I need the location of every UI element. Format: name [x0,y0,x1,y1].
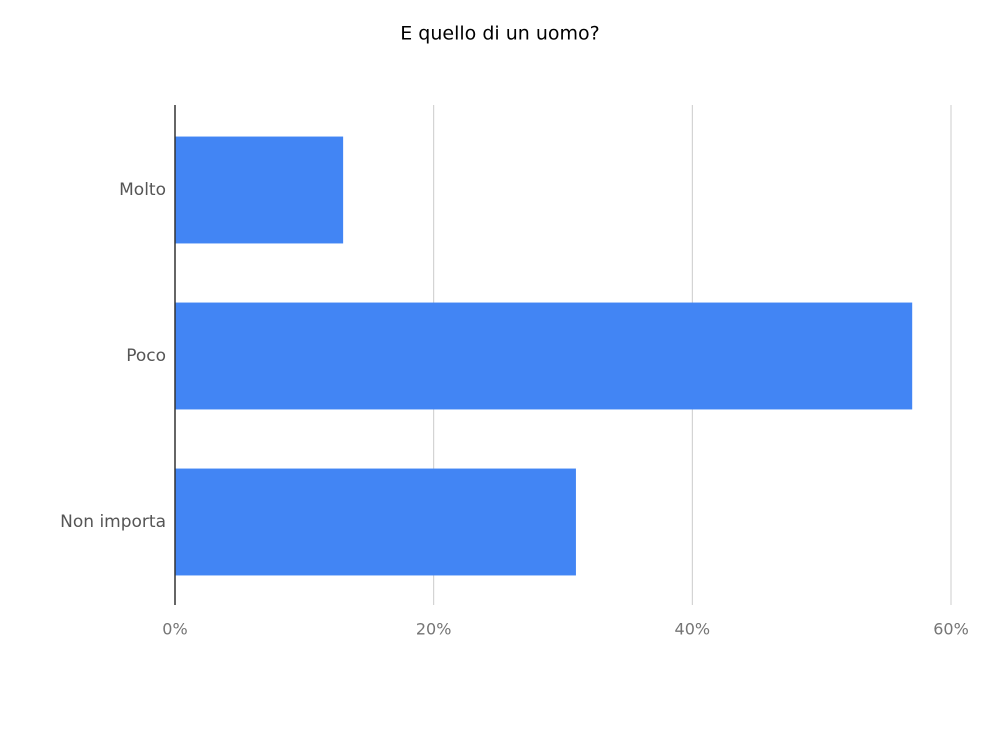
x-tick-label: 20% [416,620,452,639]
y-tick-label: Molto [119,180,166,200]
x-tick-label: 0% [162,620,187,639]
x-tick-label: 60% [933,620,969,639]
x-tick-label: 40% [675,620,711,639]
bar [175,136,344,244]
y-tick-label: Poco [126,346,166,366]
chart-title: E quello di un uomo? [400,23,599,45]
y-tick-label: Non importa [60,512,166,532]
bar [175,302,913,410]
bar [175,468,576,576]
